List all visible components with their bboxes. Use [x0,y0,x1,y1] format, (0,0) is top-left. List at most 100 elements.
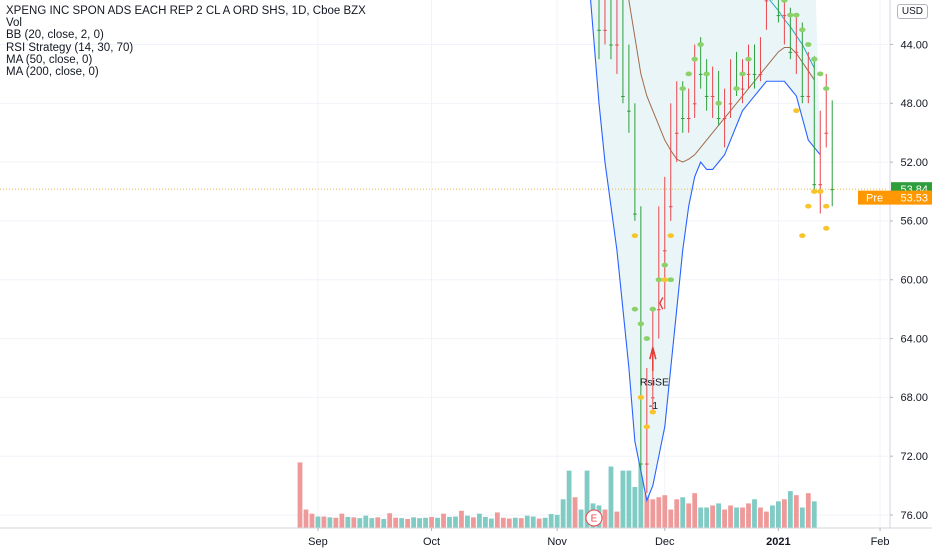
volume-bar [758,508,763,529]
candle-body [663,250,667,251]
candle-body [609,45,613,46]
chart-legend: XPENG INC SPON ADS EACH REP 2 CL A ORD S… [6,5,366,78]
volume-bar [387,513,392,528]
rsi-oversold-dot [662,263,668,268]
candle-body [830,189,834,190]
legend-vol[interactable]: Vol [6,17,366,29]
candle-body [807,96,811,97]
candle-body [657,309,661,310]
volume-bar [507,519,512,528]
volume-bar [603,510,608,528]
volume-bar [375,517,380,528]
legend-ma50[interactable]: MA (50, close, 0) [6,54,366,66]
candle-body [597,30,601,31]
y-tick-label: 48.00 [900,98,928,110]
candle-body [777,15,781,16]
volume-bar [441,514,446,528]
rsi-oversold-dot [686,72,692,77]
volume-bar [740,508,745,529]
candle-body [747,74,751,75]
x-tick-label: Oct [423,536,440,548]
volume-bar [525,516,530,528]
volume-bar [351,517,356,528]
volume-bar [704,508,709,529]
volume-bar [357,518,362,528]
volume-bar [698,508,703,529]
volume-bar [812,501,817,528]
rsi-oversold-dot [656,277,662,282]
y-tick-label: 64.00 [900,333,928,345]
rsi-oversold-dot [703,72,709,77]
y-tick-label: 56.00 [900,216,928,228]
legend-bb[interactable]: BB (20, close, 2, 0) [6,29,366,41]
volume-bar [621,471,626,528]
candle-body [711,96,715,97]
candle-body [615,45,619,46]
y-tick-label: 72.00 [900,451,928,463]
volume-bar [417,518,422,528]
x-tick-label: Dec [655,536,675,548]
volume-bar [298,462,303,528]
volume-bar [656,497,661,528]
volume-bar [728,505,733,528]
currency-button[interactable]: USD [897,4,928,19]
volume-bar [322,517,327,528]
legend-ma200[interactable]: MA (200, close, 0) [6,66,366,78]
legend-symbol-title: XPENG INC SPON ADS EACH REP 2 CL A ORD S… [6,5,366,17]
volume-bar [579,510,584,528]
rsi-oversold-dot [805,42,811,47]
candle-body [603,30,607,31]
volume-bar [752,499,757,528]
candle-body [669,206,673,207]
rsi-overbought-dot [823,204,829,209]
candle-body [795,52,799,53]
volume-bar [710,505,715,528]
x-tick-label: Feb [871,536,890,548]
volume-bar [567,471,572,528]
volume-bar [734,508,739,529]
rsi-overbought-dot [823,226,829,231]
rsi-overbought-dot [644,424,650,429]
candle-body [717,118,721,119]
x-tick-label: Sep [308,536,328,548]
rsi-oversold-dot [817,72,823,77]
volume-bar [459,511,464,528]
candle-body [675,133,679,134]
volume-bar [465,516,470,528]
y-tick-label: 60.00 [900,275,928,287]
volume-bar [716,503,721,528]
volume-bar [363,516,368,528]
x-tick-label: 2021 [766,536,790,548]
candle-body [783,15,787,16]
rsi-oversold-dot [668,277,674,282]
rsi-oversold-dot [733,86,739,91]
rsi-overbought-dot [799,233,805,238]
candle-body [723,118,727,119]
volume-bar [531,517,536,528]
candle-body [729,103,733,104]
volume-bar [674,499,679,528]
volume-bar [399,518,404,528]
volume-bar [519,518,524,528]
volume-bar [381,519,386,528]
rsi-oversold-dot [823,86,829,91]
legend-rsi-strategy[interactable]: RSI Strategy (14, 30, 70) [6,42,366,54]
volume-bar [447,517,452,528]
candle-body [681,118,685,119]
volume-bar [333,518,338,528]
premarket-badge-value: 53.53 [900,193,928,205]
volume-bar [692,493,697,528]
rsi-overbought-dot [817,189,823,194]
rsi-oversold-dot [787,13,793,18]
rsi-overbought-dot [793,108,799,113]
volume-bar [668,510,673,528]
volume-bar [435,518,440,528]
volume-bar [316,517,321,528]
volume-bar [328,517,333,528]
rsi-overbought-dot [805,204,811,209]
volume-bar [776,501,781,528]
volume-bar [800,508,805,529]
candle-body [753,74,757,75]
